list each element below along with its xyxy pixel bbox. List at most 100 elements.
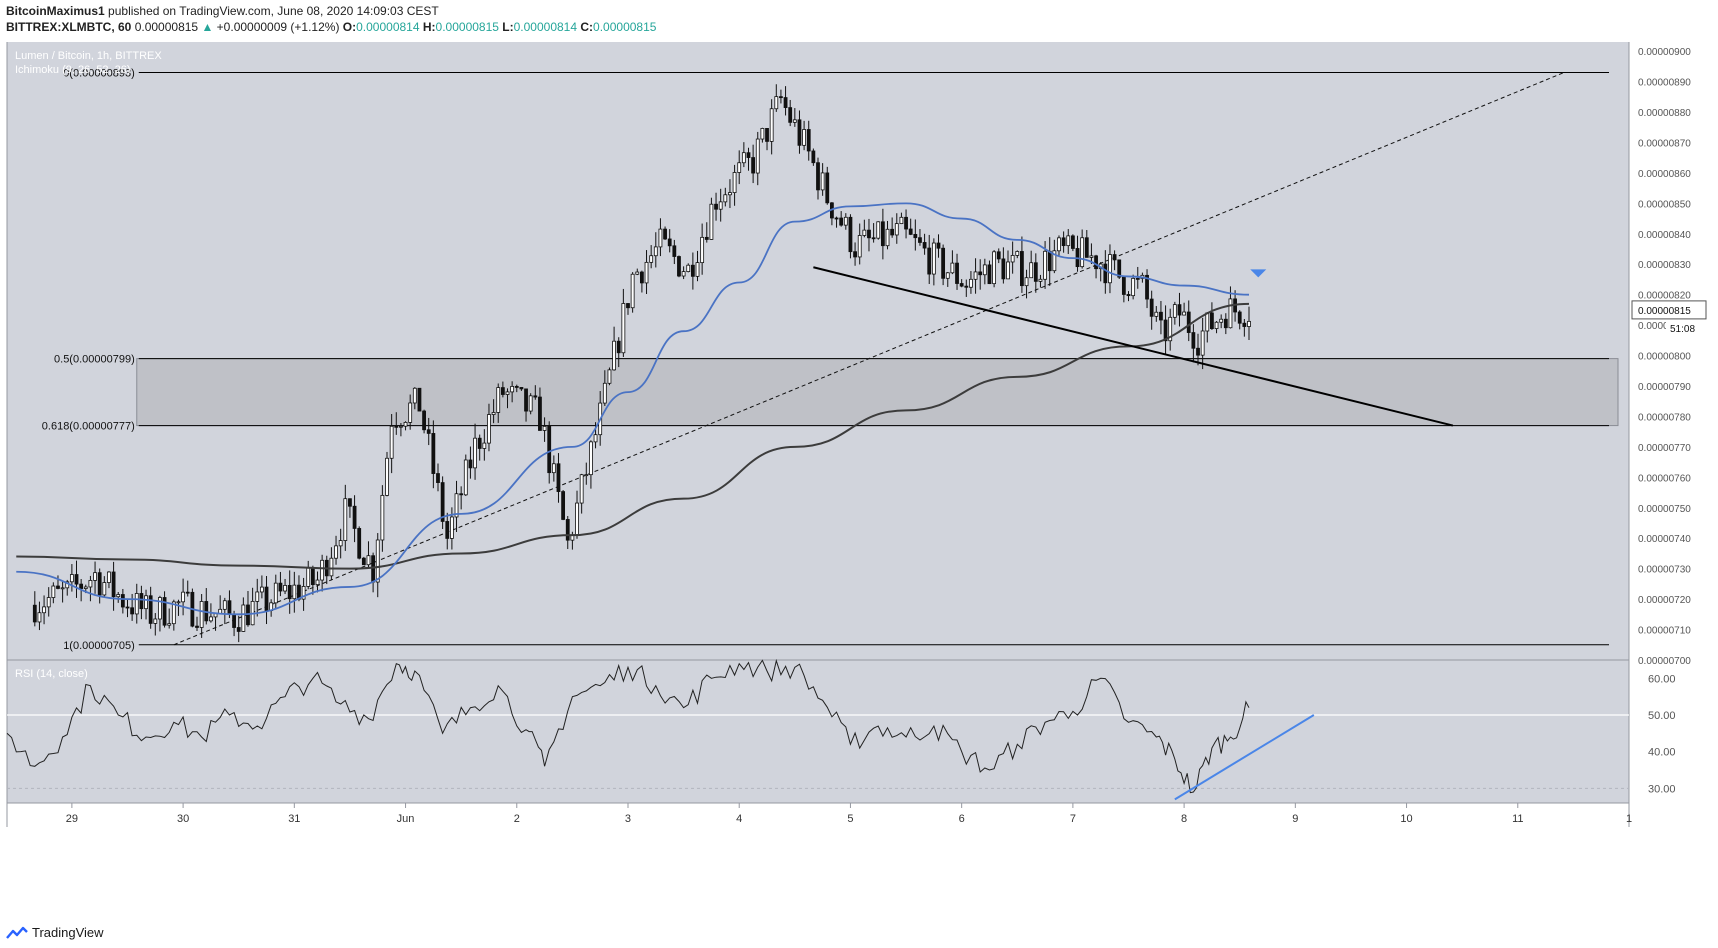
candle[interactable]	[1043, 250, 1047, 280]
candle[interactable]	[264, 586, 269, 611]
candle[interactable]	[514, 386, 519, 388]
candle[interactable]	[616, 340, 621, 354]
candle[interactable]	[663, 228, 667, 240]
candle[interactable]	[79, 583, 84, 589]
candle[interactable]	[259, 586, 264, 593]
candle[interactable]	[487, 414, 491, 444]
candle[interactable]	[894, 223, 899, 236]
candle[interactable]	[987, 264, 992, 285]
candle[interactable]	[867, 229, 871, 239]
candle[interactable]	[964, 285, 969, 288]
candle[interactable]	[802, 129, 806, 146]
candle[interactable]	[635, 271, 640, 275]
candle[interactable]	[1223, 318, 1228, 329]
candle[interactable]	[1154, 311, 1159, 317]
candle[interactable]	[1121, 276, 1126, 295]
candle[interactable]	[565, 519, 570, 541]
candle[interactable]	[199, 601, 204, 628]
candle[interactable]	[1228, 298, 1233, 329]
candle[interactable]	[473, 437, 477, 469]
candle[interactable]	[746, 152, 751, 158]
candle[interactable]	[950, 262, 955, 274]
candle[interactable]	[918, 237, 922, 243]
candle[interactable]	[1131, 277, 1136, 297]
candle[interactable]	[1010, 255, 1015, 263]
candle[interactable]	[1112, 254, 1117, 261]
fast-ma-line[interactable]	[16, 202, 1249, 616]
candle[interactable]	[667, 238, 672, 247]
candle[interactable]	[1020, 251, 1024, 287]
candle[interactable]	[584, 474, 589, 477]
candle[interactable]	[816, 162, 820, 191]
candle[interactable]	[593, 434, 598, 443]
candle[interactable]	[454, 493, 459, 518]
candle[interactable]	[134, 593, 139, 615]
candle[interactable]	[93, 572, 97, 581]
candle[interactable]	[88, 580, 93, 588]
candle[interactable]	[885, 228, 890, 247]
candle[interactable]	[621, 303, 626, 354]
candle[interactable]	[111, 571, 116, 598]
candle[interactable]	[371, 555, 376, 583]
candle[interactable]	[862, 229, 867, 236]
candle[interactable]	[992, 251, 997, 285]
candle[interactable]	[283, 585, 287, 592]
candle[interactable]	[797, 119, 802, 146]
candle[interactable]	[1191, 332, 1196, 349]
candle[interactable]	[1177, 304, 1182, 316]
candle[interactable]	[222, 600, 227, 610]
candle[interactable]	[982, 264, 987, 276]
candle[interactable]	[158, 597, 162, 620]
candle[interactable]	[561, 491, 566, 520]
candle[interactable]	[1080, 237, 1085, 268]
candle[interactable]	[1135, 277, 1140, 280]
candle[interactable]	[1108, 254, 1112, 284]
candle[interactable]	[1237, 311, 1242, 324]
candle[interactable]	[1182, 311, 1187, 316]
candle[interactable]	[125, 606, 130, 609]
candle[interactable]	[394, 425, 399, 428]
candle[interactable]	[1117, 259, 1122, 278]
candle[interactable]	[709, 203, 714, 240]
candle[interactable]	[209, 616, 213, 622]
candle[interactable]	[107, 571, 111, 583]
candle[interactable]	[185, 591, 190, 594]
candle[interactable]	[477, 437, 482, 449]
candle[interactable]	[352, 505, 357, 529]
candle[interactable]	[1145, 274, 1149, 300]
candle[interactable]	[1103, 263, 1108, 284]
candle[interactable]	[417, 387, 422, 412]
candle[interactable]	[510, 386, 515, 393]
candle[interactable]	[449, 516, 454, 539]
candle[interactable]	[769, 108, 774, 142]
candle[interactable]	[1163, 319, 1168, 342]
candle[interactable]	[42, 606, 46, 614]
candle[interactable]	[139, 593, 144, 610]
candle[interactable]	[51, 585, 56, 598]
candle[interactable]	[931, 242, 936, 275]
candle[interactable]	[227, 600, 232, 615]
candle[interactable]	[315, 579, 320, 586]
candle[interactable]	[848, 216, 853, 253]
candle[interactable]	[774, 96, 779, 110]
candle[interactable]	[301, 586, 306, 600]
candle[interactable]	[181, 591, 186, 603]
candle[interactable]	[973, 271, 978, 280]
candle[interactable]	[575, 502, 579, 536]
candle[interactable]	[463, 459, 468, 496]
candle[interactable]	[500, 387, 505, 395]
candle[interactable]	[996, 251, 1001, 260]
slow-ma-line[interactable]	[16, 302, 1249, 570]
candle[interactable]	[338, 540, 343, 547]
candle[interactable]	[468, 459, 473, 469]
candle[interactable]	[144, 595, 148, 610]
rsi-line[interactable]	[6, 658, 1250, 794]
candle[interactable]	[329, 557, 334, 577]
candle[interactable]	[639, 271, 644, 284]
rsi-trendline[interactable]	[1174, 714, 1315, 801]
candle[interactable]	[783, 97, 788, 108]
candle[interactable]	[649, 255, 654, 263]
candle[interactable]	[612, 340, 616, 371]
candle[interactable]	[1205, 312, 1210, 332]
candle[interactable]	[130, 607, 135, 615]
